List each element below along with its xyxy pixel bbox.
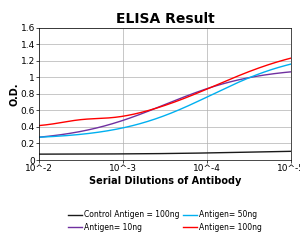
Antigen= 100ng — [158, 106, 162, 108]
Antigen= 10ng — [157, 106, 160, 108]
Antigen= 10ng — [244, 77, 247, 80]
Control Antigen = 100ng — [187, 152, 191, 155]
Control Antigen = 100ng — [158, 152, 162, 155]
Antigen= 50ng — [158, 116, 162, 119]
Antigen= 50ng — [244, 78, 247, 81]
Line: Antigen= 10ng: Antigen= 10ng — [39, 72, 291, 137]
Antigen= 100ng — [283, 58, 287, 61]
Antigen= 10ng — [283, 71, 287, 74]
Line: Antigen= 100ng: Antigen= 100ng — [39, 58, 291, 126]
Antigen= 50ng — [187, 104, 191, 107]
Control Antigen = 100ng — [289, 150, 293, 153]
Legend: Control Antigen = 100ng, Antigen= 10ng, Antigen= 50ng, Antigen= 100ng: Control Antigen = 100ng, Antigen= 10ng, … — [68, 210, 262, 232]
Control Antigen = 100ng — [244, 151, 247, 154]
Antigen= 100ng — [157, 106, 160, 109]
Antigen= 10ng — [158, 105, 162, 108]
Antigen= 100ng — [244, 72, 247, 74]
Antigen= 100ng — [174, 100, 177, 103]
Antigen= 50ng — [157, 116, 160, 119]
Antigen= 10ng — [289, 70, 293, 73]
Line: Control Antigen = 100ng: Control Antigen = 100ng — [39, 151, 291, 154]
Y-axis label: O.D.: O.D. — [9, 82, 19, 106]
Antigen= 50ng — [174, 110, 177, 113]
Control Antigen = 100ng — [174, 152, 177, 155]
X-axis label: Serial Dilutions of Antibody: Serial Dilutions of Antibody — [89, 176, 241, 186]
Control Antigen = 100ng — [157, 152, 160, 155]
Antigen= 100ng — [37, 124, 41, 127]
Control Antigen = 100ng — [283, 150, 287, 153]
Control Antigen = 100ng — [37, 153, 41, 156]
Antigen= 50ng — [283, 64, 287, 67]
Antigen= 50ng — [37, 136, 41, 139]
Title: ELISA Result: ELISA Result — [116, 12, 214, 26]
Antigen= 50ng — [289, 62, 293, 66]
Antigen= 10ng — [174, 99, 177, 102]
Antigen= 10ng — [187, 94, 191, 96]
Line: Antigen= 50ng: Antigen= 50ng — [39, 64, 291, 137]
Antigen= 10ng — [37, 136, 41, 139]
Antigen= 100ng — [289, 56, 293, 59]
Antigen= 100ng — [187, 95, 191, 98]
